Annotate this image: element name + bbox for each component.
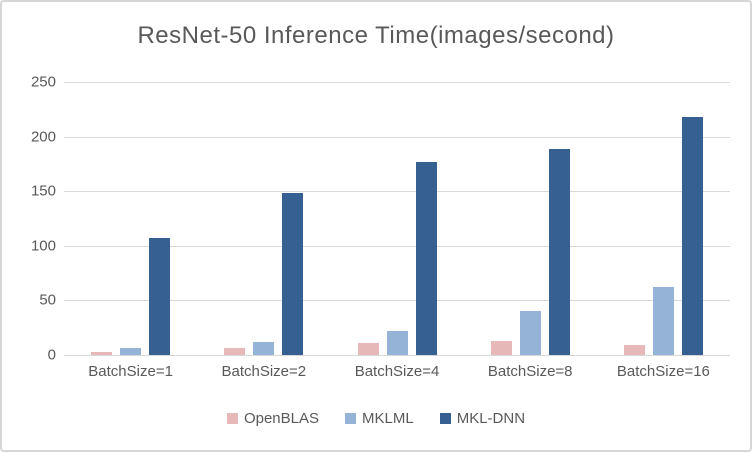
category-group-batchsize-2 — [197, 82, 330, 355]
y-axis-tick-label-50: 50 — [39, 291, 56, 309]
bar-mkl-dnn-batchsize-4 — [415, 162, 437, 355]
y-axis-tick-label-200: 200 — [30, 128, 56, 146]
gridline-200 — [64, 136, 730, 138]
legend-swatch-openblas — [226, 413, 238, 424]
x-axis: BatchSize=1 BatchSize=2 BatchSize=4 BatchSi… — [64, 363, 730, 380]
x-axis-label-batchsize-4: BatchSize=4 — [354, 363, 440, 380]
legend: OpenBLAS MKLML MKL-DNN — [2, 410, 750, 427]
category-group-batchsize-16 — [597, 82, 730, 355]
gridline-150 — [64, 191, 730, 193]
legend-item-openblas: OpenBLAS — [226, 410, 320, 427]
legend-swatch-mkl-dnn — [439, 413, 451, 424]
legend-label-mkl-dnn: MKL-DNN — [456, 410, 526, 427]
category-group-batchsize-8 — [464, 82, 597, 355]
bar-openblas-batchsize-4 — [357, 343, 379, 355]
bar-mklml-batchsize-4 — [386, 331, 408, 355]
plot-area: 0 50 100 150 200 250 — [31, 74, 730, 364]
y-axis-tick-label-150: 150 — [30, 182, 56, 200]
chart-title: ResNet-50 Inference Time(images/second) — [137, 22, 615, 49]
bar-openblas-batchsize-1 — [91, 352, 113, 355]
category-group-batchsize-4 — [330, 82, 463, 355]
bars-layer — [64, 82, 730, 355]
legend-label-mklml: MKLML — [362, 410, 414, 427]
x-axis-label-batchsize-2: BatchSize=2 — [221, 363, 307, 380]
x-axis-label-batchsize-1: BatchSize=1 — [88, 363, 173, 380]
bar-mkl-dnn-batchsize-16 — [681, 117, 703, 355]
x-axis-label-batchsize-16: BatchSize=16 — [616, 363, 710, 380]
gridline-250 — [64, 82, 730, 83]
legend-item-mkl-dnn: MKL-DNN — [439, 410, 526, 427]
legend-label-openblas: OpenBLAS — [243, 410, 320, 427]
bar-mkl-dnn-batchsize-2 — [282, 193, 304, 355]
bar-mklml-batchsize-8 — [519, 311, 541, 355]
gridline-50 — [64, 300, 730, 302]
bar-mklml-batchsize-1 — [120, 348, 142, 355]
gridline-0 — [64, 355, 730, 356]
category-group-batchsize-1 — [64, 82, 197, 355]
y-axis-tick-label-250: 250 — [30, 73, 56, 91]
gridline-100 — [64, 245, 730, 247]
bar-openblas-batchsize-8 — [490, 341, 512, 355]
bar-openblas-batchsize-2 — [224, 348, 246, 355]
x-axis-label-batchsize-8: BatchSize=8 — [487, 363, 573, 380]
y-axis-tick-label-100: 100 — [30, 237, 56, 255]
y-axis-tick-label-0: 0 — [47, 346, 56, 364]
bar-mklml-batchsize-16 — [652, 287, 674, 355]
bar-mklml-batchsize-2 — [253, 342, 275, 355]
legend-item-mklml: MKLML — [345, 410, 414, 427]
bar-mkl-dnn-batchsize-1 — [149, 238, 171, 355]
bar-openblas-batchsize-16 — [623, 345, 645, 355]
legend-swatch-mklml — [345, 413, 357, 424]
bar-mkl-dnn-batchsize-8 — [548, 149, 570, 355]
